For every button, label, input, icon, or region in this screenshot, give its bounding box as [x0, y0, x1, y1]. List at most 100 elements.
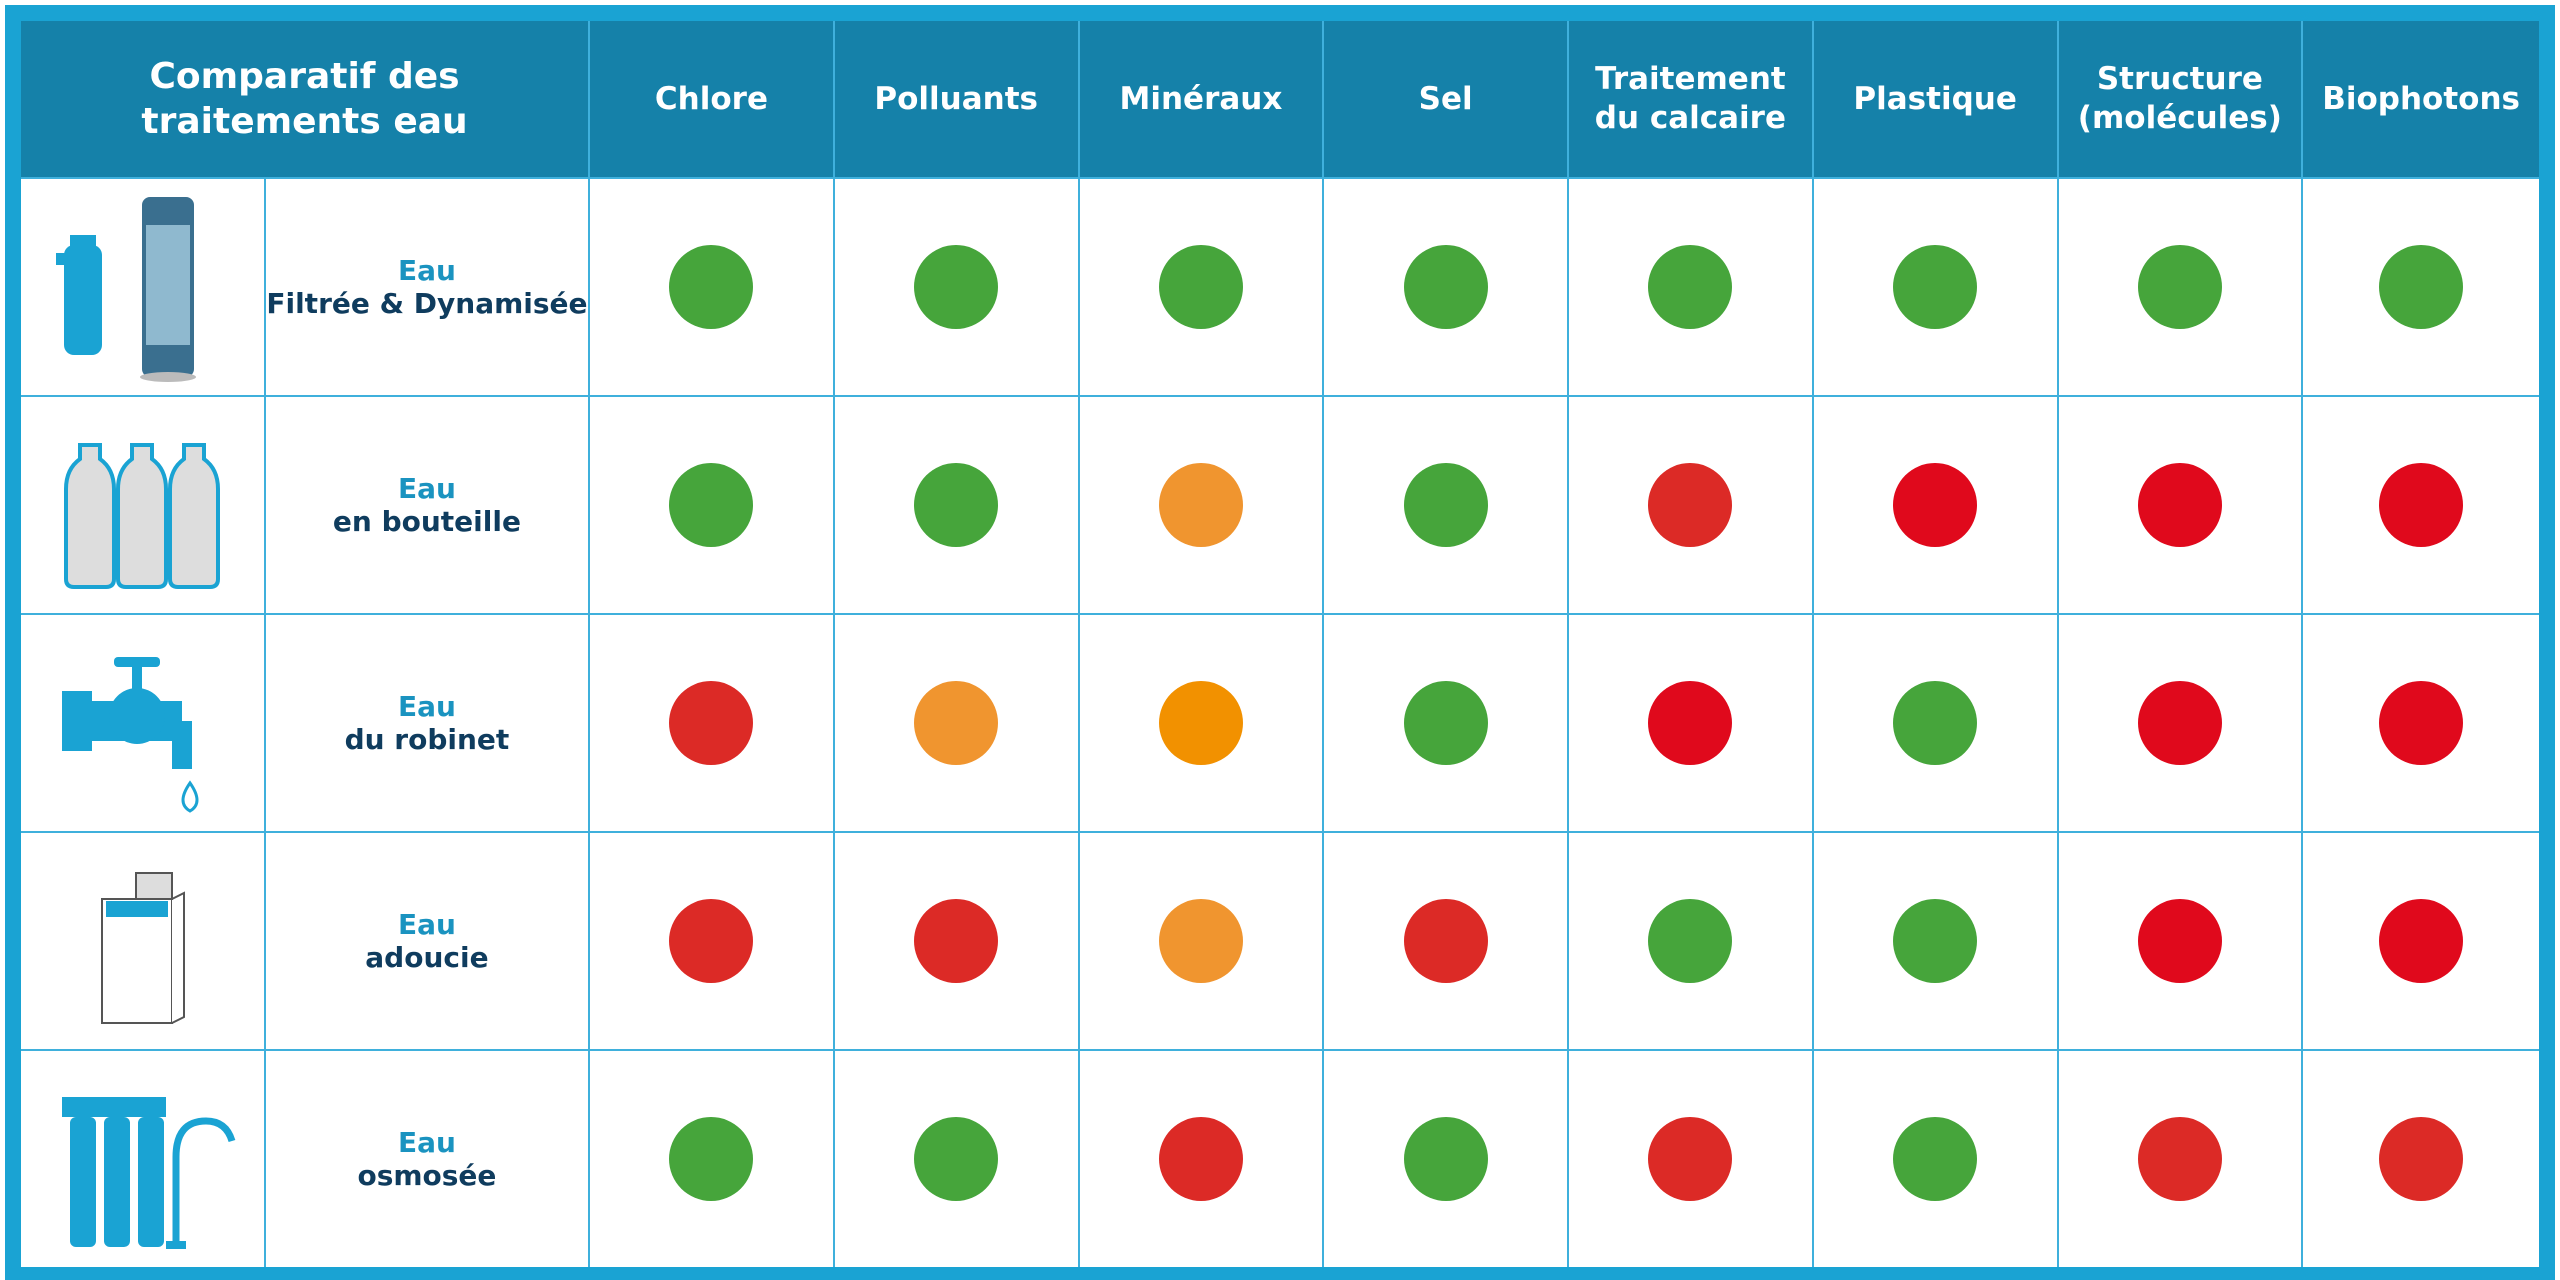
status-dot: [2137, 463, 2222, 547]
column-header: Minéraux: [1077, 12, 1325, 179]
row-icon: [12, 613, 266, 833]
icon: [64, 443, 221, 589]
header-row: Comparatif des traitements eau Chlore Pol…: [11, 12, 2548, 179]
status-cell: [832, 1049, 1080, 1276]
column-header: Structure (molécules): [2056, 12, 2304, 179]
column-header: Biophotons: [2301, 12, 2548, 179]
status-dot: [2379, 463, 2464, 547]
status-cell: [832, 395, 1080, 615]
row-label: Eau osmosée: [263, 1049, 591, 1276]
table-row: Eau osmosée: [12, 1049, 2548, 1276]
label-line-1: Eau: [397, 690, 456, 723]
label-line-1: Eau: [397, 908, 456, 941]
status-cell: [2056, 177, 2304, 397]
table-title: Comparatif des traitements eau: [11, 12, 591, 179]
status-cell: [1567, 177, 1814, 397]
status-dot: [2137, 1117, 2222, 1201]
status-dot: [669, 681, 754, 765]
icon: [62, 657, 199, 813]
status-cell: [1322, 177, 1570, 397]
status-dot: [1403, 1117, 1488, 1201]
table-row: Eau en bouteille: [12, 395, 2548, 615]
status-cell: [2301, 831, 2548, 1051]
status-dot: [1158, 681, 1243, 765]
row-icon: [12, 831, 266, 1051]
status-dot: [1648, 899, 1733, 983]
status-cell: [2056, 1049, 2304, 1276]
status-cell: [1567, 613, 1814, 833]
status-cell: [2301, 613, 2548, 833]
row-label: Eau en bouteille: [263, 395, 591, 615]
status-dot: [1648, 463, 1733, 547]
status-cell: [1322, 613, 1570, 833]
label-line-2: du robinet: [344, 723, 510, 756]
icon: [62, 1097, 236, 1249]
table-row: Eau adoucie: [12, 831, 2548, 1051]
status-dot: [914, 245, 999, 329]
status-dot: [1403, 245, 1488, 329]
status-cell: [588, 613, 835, 833]
status-dot: [2379, 681, 2464, 765]
status-cell: [1567, 395, 1814, 615]
status-dot: [1893, 681, 1978, 765]
status-cell: [1567, 1049, 1814, 1276]
row-label: Eau Filtrée & Dynamisée: [263, 177, 591, 397]
label-line-2: adoucie: [365, 941, 489, 974]
status-dot: [1648, 245, 1733, 329]
status-dot: [1893, 463, 1978, 547]
status-cell: [1322, 831, 1570, 1051]
status-cell: [1077, 831, 1325, 1051]
status-cell: [2301, 1049, 2548, 1276]
status-dot: [669, 245, 754, 329]
row-icon: [12, 395, 266, 615]
status-dot: [1893, 899, 1978, 983]
row-label: Eau du robinet: [263, 613, 591, 833]
status-dot: [1648, 681, 1733, 765]
column-header: Traitement du calcaire: [1567, 12, 1814, 179]
label-line-2: Filtrée & Dynamisée: [266, 287, 588, 320]
status-dot: [914, 899, 999, 983]
status-cell: [1077, 613, 1325, 833]
status-dot: [669, 899, 754, 983]
status-dot: [2137, 899, 2222, 983]
status-cell: [588, 177, 835, 397]
status-cell: [832, 613, 1080, 833]
status-dot: [1403, 899, 1488, 983]
status-cell: [1811, 831, 2059, 1051]
status-cell: [588, 831, 835, 1051]
status-dot: [1893, 245, 1978, 329]
status-cell: [1811, 613, 2059, 833]
column-header: Sel: [1322, 12, 1570, 179]
status-dot: [2137, 681, 2222, 765]
status-cell: [2301, 177, 2548, 397]
row-icon: [12, 177, 266, 397]
status-cell: [1567, 831, 1814, 1051]
table-row: Eau du robinet: [12, 613, 2548, 833]
status-dot: [2137, 245, 2222, 329]
status-dot: [914, 681, 999, 765]
status-cell: [1322, 1049, 1570, 1276]
status-cell: [2056, 613, 2304, 833]
status-dot: [1648, 1117, 1733, 1201]
status-dot: [1893, 1117, 1978, 1201]
label-line-1: Eau: [397, 1126, 456, 1159]
status-cell: [832, 177, 1080, 397]
status-cell: [832, 831, 1080, 1051]
status-dot: [1158, 899, 1243, 983]
status-dot: [914, 1117, 999, 1201]
status-dot: [1403, 463, 1488, 547]
status-cell: [588, 1049, 835, 1276]
table-row: Eau Filtrée & Dynamisée: [12, 177, 2548, 397]
status-dot: [669, 463, 754, 547]
status-dot: [669, 1117, 754, 1201]
status-cell: [1811, 1049, 2059, 1276]
status-dot: [1158, 463, 1243, 547]
status-dot: [2379, 245, 2464, 329]
column-header: Chlore: [588, 12, 835, 179]
status-cell: [1811, 177, 2059, 397]
status-cell: [1322, 395, 1570, 615]
comparison-table: Comparatif des traitements eau Chlore Pol…: [5, 5, 2555, 1280]
column-header: Plastique: [1811, 12, 2059, 179]
status-cell: [1077, 1049, 1325, 1276]
status-dot: [2379, 899, 2464, 983]
